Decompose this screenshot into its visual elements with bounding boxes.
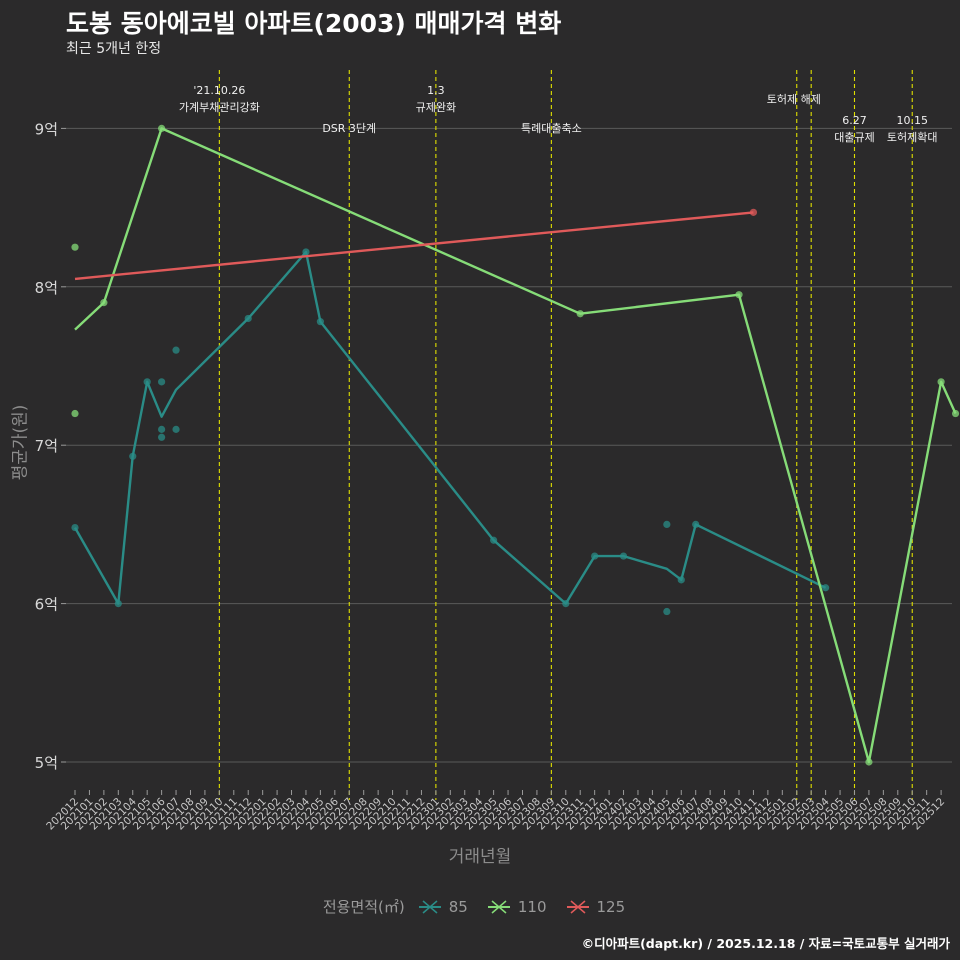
data-point-85 (172, 346, 180, 354)
data-point-85 (158, 433, 166, 441)
legend-key-125 (566, 899, 589, 914)
data-point-110 (71, 409, 79, 418)
legend: 전용면적(㎡) 85 110 125 (0, 896, 960, 917)
data-point-85 (143, 378, 151, 386)
data-point-85 (692, 520, 700, 529)
data-point-110 (865, 758, 873, 766)
event-label: 특례대출축소 (521, 122, 582, 135)
event-label: 대출규제 (834, 131, 874, 144)
series-layer (71, 124, 960, 766)
data-point-85 (591, 552, 599, 560)
event-label: 가계부채관리강화 (179, 101, 260, 114)
event-label: 1.3 (427, 84, 445, 97)
event-label: 토허제확대 (887, 131, 938, 144)
event-label: 10.15 (896, 114, 928, 127)
legend-title: 전용면적(㎡) (322, 898, 405, 916)
y-tick-label: 8억 (35, 279, 58, 297)
series-line-125 (74, 211, 754, 281)
chart-title: 도봉 동아에코빌 아파트(2003) 매매가격 변화 (66, 9, 562, 38)
x-axis-label: 거래년월 (448, 847, 512, 867)
data-point-110 (951, 409, 960, 418)
legend-item-125[interactable]: 125 (565, 897, 626, 916)
y-axis-label: 평균가(원) (10, 404, 31, 481)
legend-item-85[interactable]: 85 (417, 898, 468, 916)
legend-item-110[interactable]: 110 (486, 898, 547, 916)
data-point-85 (172, 425, 180, 433)
data-point-85 (244, 314, 252, 323)
data-point-110 (71, 243, 79, 251)
data-point-85 (663, 520, 671, 529)
legend-key-110 (487, 899, 510, 914)
data-point-110 (735, 291, 743, 299)
data-point-110 (576, 310, 584, 318)
data-point-85 (663, 607, 671, 616)
y-tick-label: 9억 (35, 120, 58, 138)
series-line-85 (73, 250, 827, 605)
data-point-110 (100, 299, 108, 307)
data-point-85 (619, 552, 628, 560)
data-point-85 (562, 600, 570, 608)
event-label: DSR 3단계 (322, 122, 376, 135)
chart-subtitle: 최근 5개년 한정 (66, 41, 162, 57)
event-label: 토허제 해제 (767, 92, 821, 106)
data-point-110 (937, 378, 945, 386)
data-point-125 (749, 208, 758, 216)
data-point-85 (316, 318, 324, 326)
data-point-85 (302, 248, 310, 256)
axis-layer: 5억6억7억8억9억202012202101202102202103202104… (35, 120, 948, 832)
source-caption: ©디아파트(dapt.kr) / 2025.12.18 / 자료=국토교통부 실… (581, 936, 950, 951)
legend-label-125: 125 (596, 897, 626, 916)
legend-key-85 (418, 899, 441, 914)
data-point-85 (490, 536, 498, 544)
y-tick-label: 6억 (35, 596, 58, 614)
data-point-85 (677, 576, 685, 584)
y-tick-label: 7억 (35, 437, 58, 455)
data-point-110 (158, 124, 166, 132)
series-line-110 (74, 127, 957, 764)
data-point-85 (158, 378, 166, 386)
legend-label-85: 85 (448, 897, 468, 916)
data-point-85 (129, 452, 137, 460)
grid-layer (66, 127, 952, 763)
data-point-85 (71, 523, 79, 532)
legend-label-110: 110 (517, 897, 547, 916)
data-point-85 (822, 584, 830, 592)
data-point-85 (114, 600, 122, 608)
y-tick-label: 5억 (35, 754, 58, 772)
event-label: 규제완화 (416, 101, 456, 114)
data-point-85 (158, 425, 166, 433)
event-label: 6.27 (842, 114, 867, 127)
event-label: '21.10.26 (193, 84, 245, 97)
